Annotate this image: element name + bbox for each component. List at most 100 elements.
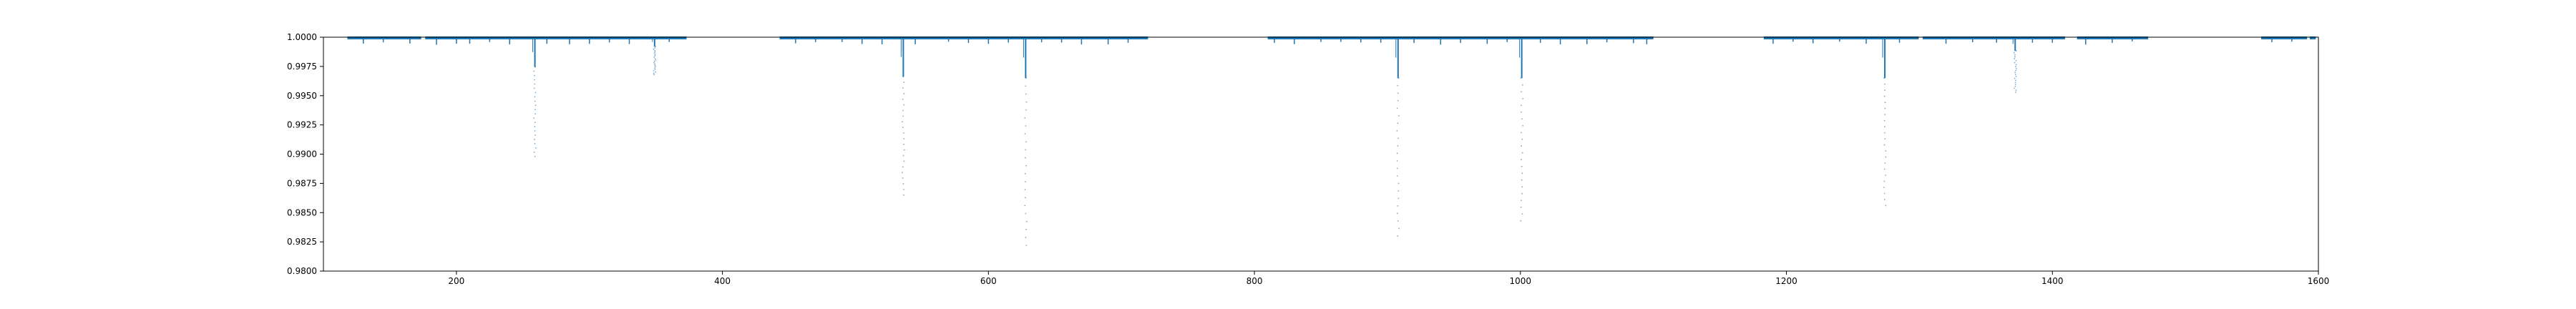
transit-dip-point [534,139,535,140]
transit-dip-point [653,72,655,74]
transit-dip-point [1884,114,1886,116]
transit-dip-point [655,46,656,47]
x-axis: 200 400 600 800 1000 1200 1400 1600 [448,271,2329,286]
transit-dip-point [1883,187,1885,188]
transit-dip-point [1520,77,1522,79]
transit-dip-point [1521,145,1522,147]
transit-dip-point [1025,109,1027,111]
transit-dip-point [1396,152,1398,154]
transit-dip-point [903,160,905,162]
transit-dip-point [1521,165,1523,167]
transit-dip-point [2014,54,2016,56]
transit-dip-point [1521,172,1523,175]
x-tick-label: 1200 [1775,276,1797,286]
transit-dip-point [1024,117,1026,119]
transit-dip-point [1520,206,1522,208]
transit-dip-point [1396,175,1398,177]
transit-dip-point [1397,197,1400,200]
transit-dip-point [1025,85,1027,87]
transit-dip-point [1885,175,1887,176]
transit-dip-point [1521,152,1523,154]
transit-dip-point [535,113,537,115]
transit-dip-point [1883,144,1885,146]
transit-dip-point [1883,199,1885,200]
transit-dip-point [534,83,536,85]
transit-dip-point [1025,245,1028,246]
transit-dip-point [1521,179,1523,181]
axes-frame [323,36,2319,272]
transit-dip-point [902,127,904,129]
transit-dip-point [1883,180,1885,182]
transit-dip-point [2014,74,2016,76]
transit-dip-point [1521,132,1522,134]
transit-dip-point [903,149,905,151]
transit-dip-point [534,126,536,127]
transit-dip-point [1521,84,1523,86]
transit-dip-point [1885,156,1887,158]
plot-marks [347,36,2316,246]
transit-dip-point [1884,138,1886,139]
transit-dip-point [533,151,535,153]
transit-dip-point [1520,220,1522,222]
transit-dip-point [1521,159,1522,161]
transit-dip-point [2014,58,2016,60]
transit-dip-point [2015,69,2016,72]
y-tick-label: 0.9850 [287,207,317,217]
transit-dip-point [533,70,535,72]
transit-dip-point [1025,77,1027,79]
transit-dip-point [533,79,535,81]
transit-dip-point [1521,138,1523,140]
transit-dip-point [2014,56,2016,58]
transit-dip-point [903,132,904,134]
transit-dip-point [1025,125,1027,127]
transit-dip-point [1397,190,1400,192]
x-tick-label: 600 [980,276,997,286]
transit-dip-point [902,115,904,117]
y-tick-label: 1.0000 [287,32,317,42]
transit-dip-point [1521,118,1523,120]
transit-dip-point [2013,52,2015,54]
transit-dip-point [654,49,656,52]
y-tick-label: 0.9875 [287,178,317,188]
transit-dip-point [1398,114,1400,117]
transit-dip-point [903,82,905,83]
transit-dip-point [654,68,656,70]
transit-dip-point [1521,186,1523,188]
x-tick-label: 1400 [2041,276,2064,286]
transit-dip-point [654,64,656,67]
transit-dip-point [1883,132,1885,134]
transit-dip-point [1521,192,1523,195]
transit-dip-point [535,134,536,136]
transit-dip-point [653,60,655,62]
transit-dip-point [1883,168,1885,170]
baseline-segment [2309,36,2316,39]
x-tick-label: 1600 [2308,276,2330,286]
transit-dip-point [1397,235,1399,237]
transit-dip-point [1397,144,1399,147]
y-tick-label: 0.9825 [287,237,317,247]
y-tick-label: 0.9925 [287,120,317,130]
transit-dip-point [535,147,537,149]
transit-dip-point [655,59,657,61]
transit-dip-point [534,100,536,102]
transit-dip-point [902,183,904,185]
transit-dip-point [534,122,536,124]
transit-dip-point [535,92,537,94]
transit-dip-point [1397,212,1398,215]
transit-dip-point [1521,91,1523,93]
transit-dip-point [1025,141,1027,143]
transit-dip-point [1025,181,1026,182]
transit-dip-point [903,92,905,94]
x-tick-label: 1000 [1510,276,1532,286]
transit-dip-point [1025,93,1027,95]
transit-dip-point [1885,150,1887,152]
transit-dip-point [2015,91,2016,93]
baseline-segment [347,36,421,39]
transit-dip-point [1883,192,1885,195]
transit-dip-point [654,66,656,68]
transit-dip-point [1025,165,1027,167]
transit-dip-point [534,155,536,157]
transit-dip-point [901,172,903,174]
transit-dip-point [902,121,903,123]
